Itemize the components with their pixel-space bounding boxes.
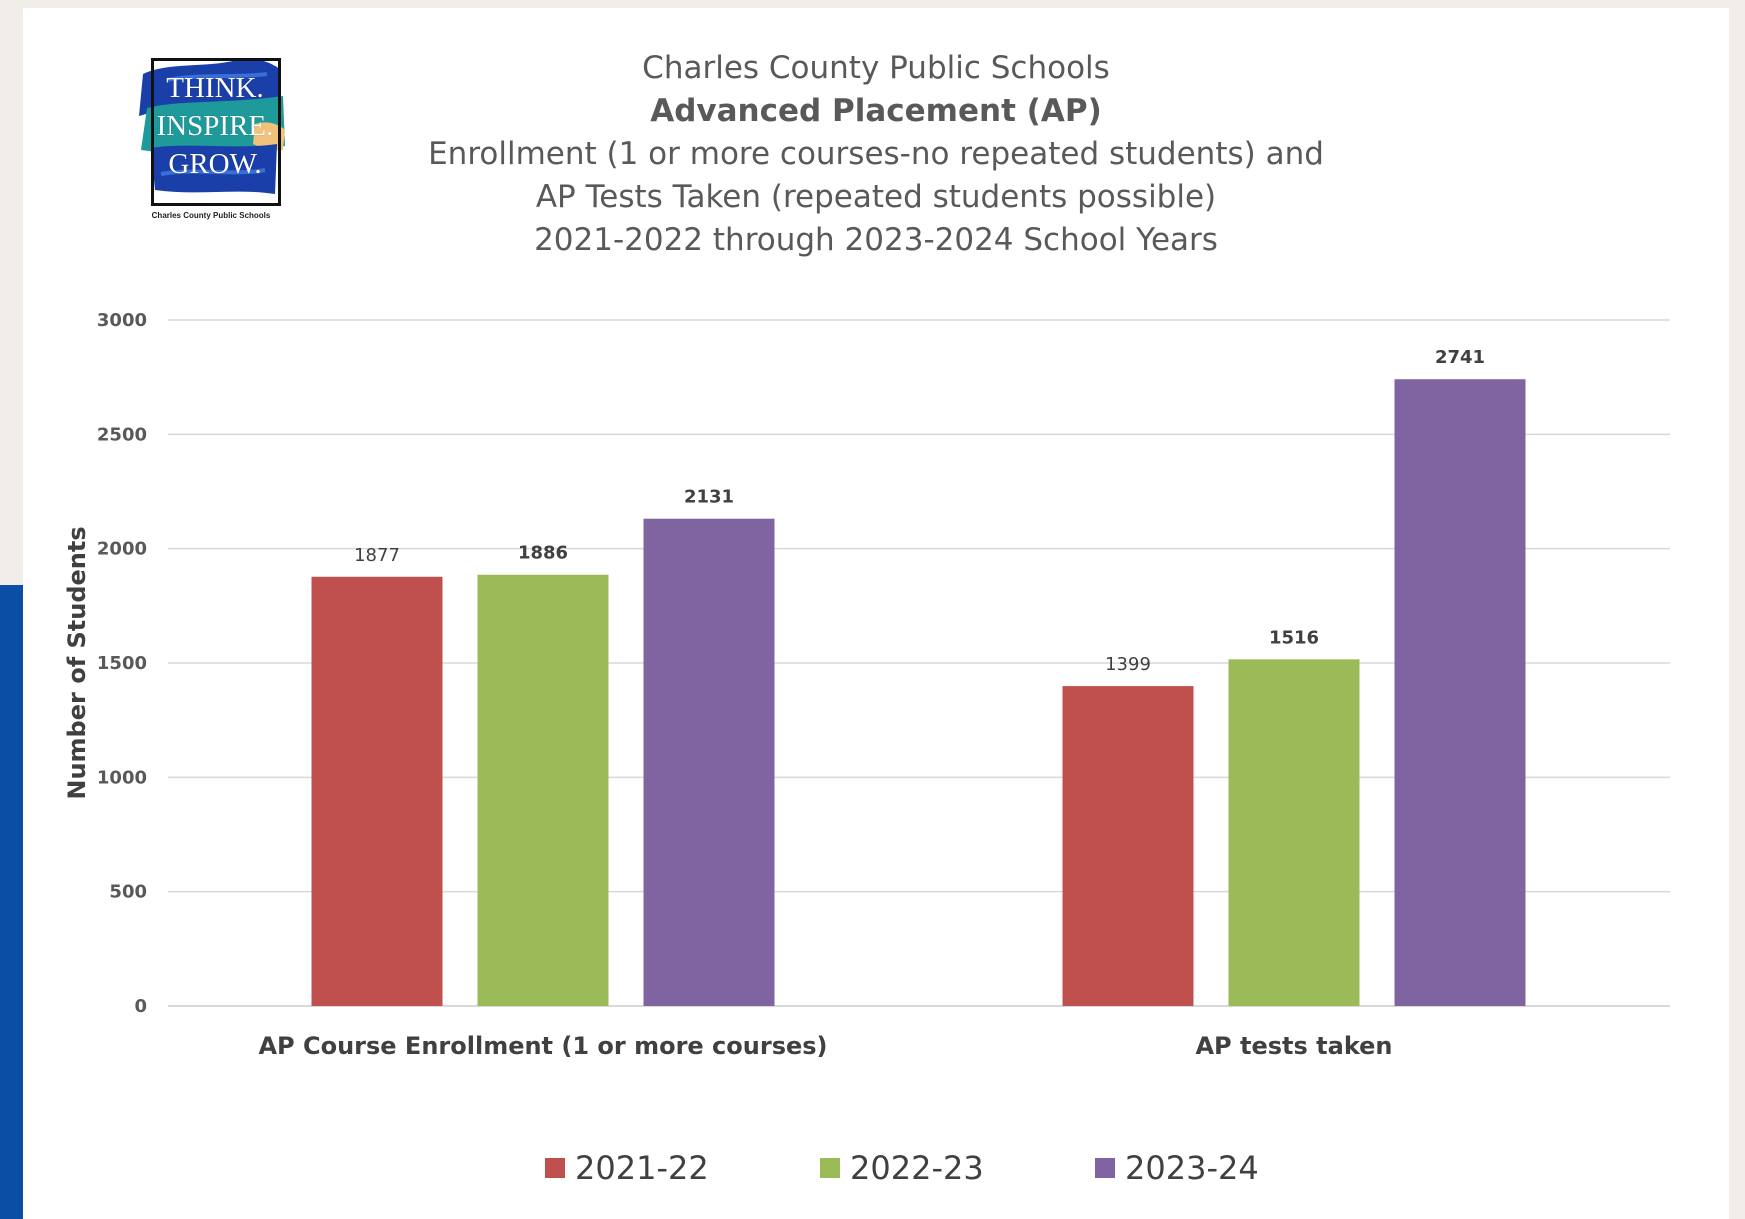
y-tick-label-0: 0 — [134, 996, 147, 1017]
logo-word-grow: GROW. — [168, 148, 262, 180]
bar-2021-22-cat0 — [311, 576, 443, 1006]
y-tick-label-1000: 1000 — [97, 767, 147, 788]
subtitle-enrollment: Enrollment (1 or more courses-no repeate… — [428, 136, 1324, 172]
logo-word-think: THINK. — [166, 72, 264, 104]
legend-swatch-2022-23 — [820, 1158, 840, 1178]
legend-item-2022-23: 2022-23 — [820, 1148, 984, 1188]
legend-item-2021-22: 2021-22 — [545, 1148, 709, 1188]
x-axis-categories: AP Course Enrollment (1 or more courses)… — [258, 1032, 1392, 1060]
y-axis-ticks: 0 500 1000 1500 2000 2500 3000 — [97, 310, 147, 1017]
y-tick-label-3000: 3000 — [97, 310, 147, 331]
legend-item-2023-24: 2023-24 — [1095, 1148, 1259, 1188]
logo-frame — [151, 58, 281, 206]
bar-2021-22-cat1 — [1062, 686, 1194, 1006]
y-tick-label-1500: 1500 — [97, 653, 147, 674]
bar-2022-23-cat1 — [1228, 659, 1360, 1006]
x-category-label-1: AP tests taken — [1195, 1032, 1392, 1060]
y-axis-title: Number of Students — [63, 526, 91, 799]
bar-chart: 0 500 1000 1500 2000 2500 3000 1877 1886 2131 139… — [63, 310, 1670, 1060]
legend-label-2022-23: 2022-23 — [850, 1149, 984, 1187]
legend-swatch-2023-24 — [1095, 1158, 1115, 1178]
logo-paint-strokes — [139, 58, 285, 194]
bar-2023-24-cat1 — [1394, 379, 1526, 1006]
chart-card: THINK. INSPIRE. GROW. Charles County Pub… — [23, 8, 1729, 1219]
logo-caption: Charles County Public Schools — [151, 211, 271, 220]
bar-2023-24-cat0 — [643, 518, 775, 1006]
data-label-2021-22-cat0: 1877 — [354, 545, 400, 566]
bars — [311, 379, 1526, 1006]
school-logo: THINK. INSPIRE. GROW. Charles County Pub… — [115, 44, 285, 224]
data-label-2021-22-cat1: 1399 — [1105, 654, 1151, 675]
data-label-2023-24-cat1: 2741 — [1435, 347, 1485, 368]
subtitle-tests: AP Tests Taken (repeated students possib… — [535, 179, 1217, 215]
title-organization: Charles County Public Schools — [642, 50, 1110, 86]
title-program: Advanced Placement (AP) — [650, 93, 1102, 129]
legend-swatch-2021-22 — [545, 1158, 565, 1178]
data-labels: 1877 1886 2131 1399 1516 2741 — [354, 347, 1485, 675]
data-label-2022-23-cat1: 1516 — [1269, 627, 1319, 648]
legend: 2021-22 2022-23 2023-24 — [23, 1148, 1729, 1188]
legend-label-2023-24: 2023-24 — [1125, 1149, 1259, 1187]
x-category-label-0: AP Course Enrollment (1 or more courses) — [258, 1032, 827, 1060]
left-accent-stripe — [0, 585, 23, 1219]
y-tick-label-2500: 2500 — [97, 424, 147, 445]
bar-2022-23-cat0 — [477, 574, 609, 1006]
y-tick-label-2000: 2000 — [97, 539, 147, 560]
subtitle-years: 2021-2022 through 2023-2024 School Years — [534, 222, 1218, 258]
legend-label-2021-22: 2021-22 — [575, 1149, 709, 1187]
y-tick-label-500: 500 — [109, 882, 147, 903]
data-label-2022-23-cat0: 1886 — [518, 543, 568, 564]
logo-word-inspire: INSPIRE. — [156, 110, 274, 142]
data-label-2023-24-cat0: 2131 — [684, 487, 734, 508]
